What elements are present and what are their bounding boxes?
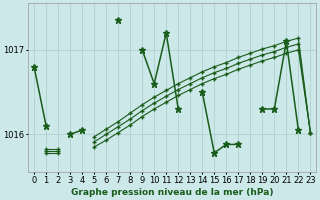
X-axis label: Graphe pression niveau de la mer (hPa): Graphe pression niveau de la mer (hPa) (71, 188, 274, 197)
